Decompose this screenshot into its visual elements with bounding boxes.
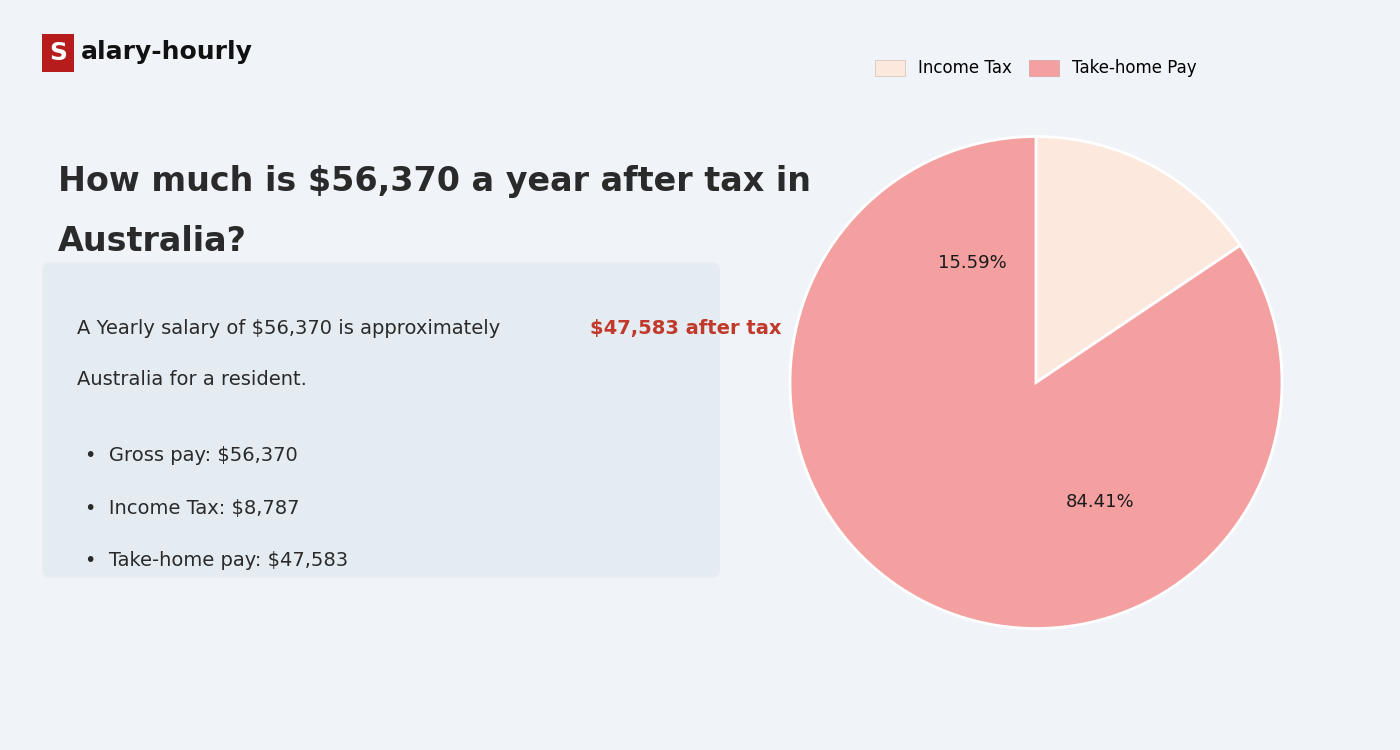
Wedge shape: [790, 136, 1282, 628]
Text: 15.59%: 15.59%: [938, 254, 1007, 272]
Text: $47,583 after tax: $47,583 after tax: [591, 319, 781, 338]
Text: Australia?: Australia?: [57, 225, 246, 258]
Text: Australia for a resident.: Australia for a resident.: [77, 370, 307, 388]
Text: •  Gross pay: $56,370: • Gross pay: $56,370: [85, 446, 297, 465]
FancyBboxPatch shape: [42, 262, 720, 578]
Legend: Income Tax, Take-home Pay: Income Tax, Take-home Pay: [868, 53, 1204, 84]
Text: 84.41%: 84.41%: [1065, 493, 1134, 511]
Text: A Yearly salary of $56,370 is approximately: A Yearly salary of $56,370 is approximat…: [77, 319, 507, 338]
Text: How much is $56,370 a year after tax in: How much is $56,370 a year after tax in: [57, 165, 811, 198]
Text: •  Take-home pay: $47,583: • Take-home pay: $47,583: [85, 551, 347, 570]
Text: alary-hourly: alary-hourly: [81, 40, 253, 64]
Text: S: S: [49, 40, 67, 64]
Wedge shape: [1036, 136, 1240, 382]
Text: in: in: [788, 319, 812, 338]
Text: •  Income Tax: $8,787: • Income Tax: $8,787: [85, 499, 300, 517]
